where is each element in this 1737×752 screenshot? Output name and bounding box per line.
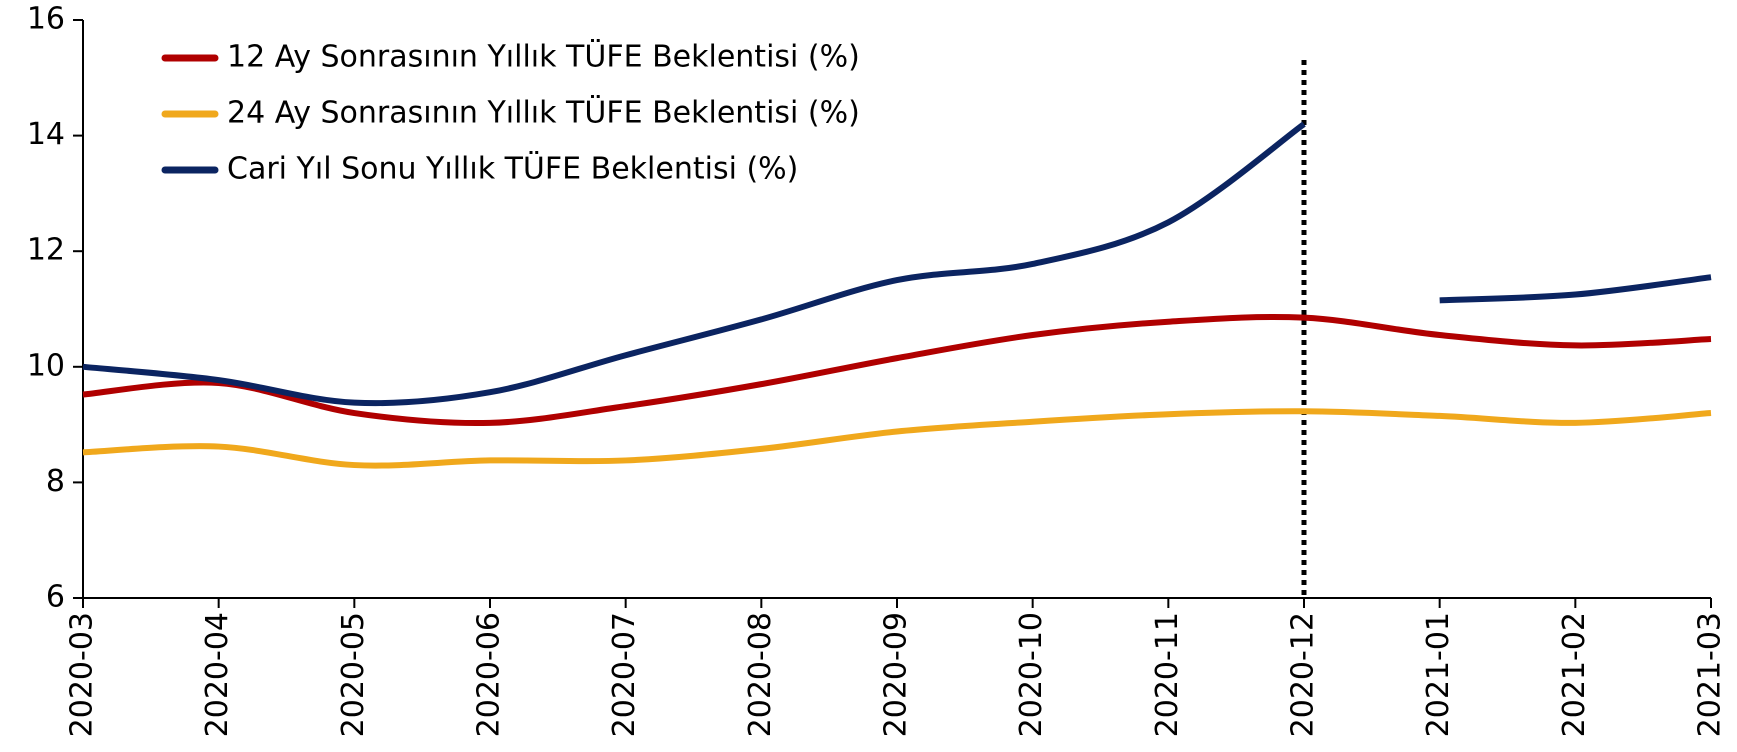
x-tick-label: 2020-08 — [743, 612, 778, 737]
x-tick-label: 2020-12 — [1286, 612, 1321, 737]
y-tick-label: 16 — [27, 2, 65, 37]
series-line — [82, 121, 1306, 407]
x-tick-label: 2020-03 — [65, 612, 100, 737]
legend-label: 24 Ay Sonrasının Yıllık TÜFE Beklentisi … — [227, 95, 860, 131]
x-tick-label: 2021-02 — [1557, 612, 1592, 737]
y-tick-label: 8 — [46, 464, 65, 499]
series-line — [82, 408, 1712, 469]
x-tick-label: 2020-10 — [1014, 612, 1049, 737]
series-line — [82, 313, 1712, 427]
x-tick-label: 2021-03 — [1693, 612, 1728, 737]
x-tick-label: 2020-05 — [336, 612, 371, 737]
y-tick-label: 6 — [46, 580, 65, 615]
series-line — [1439, 274, 1712, 304]
x-tick-label: 2020-11 — [1150, 612, 1185, 737]
legend-label: Cari Yıl Sonu Yıllık TÜFE Beklentisi (%) — [227, 151, 798, 187]
y-tick-label: 10 — [27, 348, 65, 383]
x-tick-label: 2020-09 — [879, 612, 914, 737]
x-tick-label: 2021-01 — [1421, 612, 1456, 737]
legend-label: 12 Ay Sonrasının Yıllık TÜFE Beklentisi … — [227, 39, 860, 75]
x-tick-label: 2020-06 — [472, 612, 507, 737]
x-tick-label: 2020-04 — [200, 612, 235, 737]
y-tick-label: 14 — [27, 117, 65, 152]
y-tick-label: 12 — [27, 233, 65, 268]
x-tick-label: 2020-07 — [607, 612, 642, 737]
